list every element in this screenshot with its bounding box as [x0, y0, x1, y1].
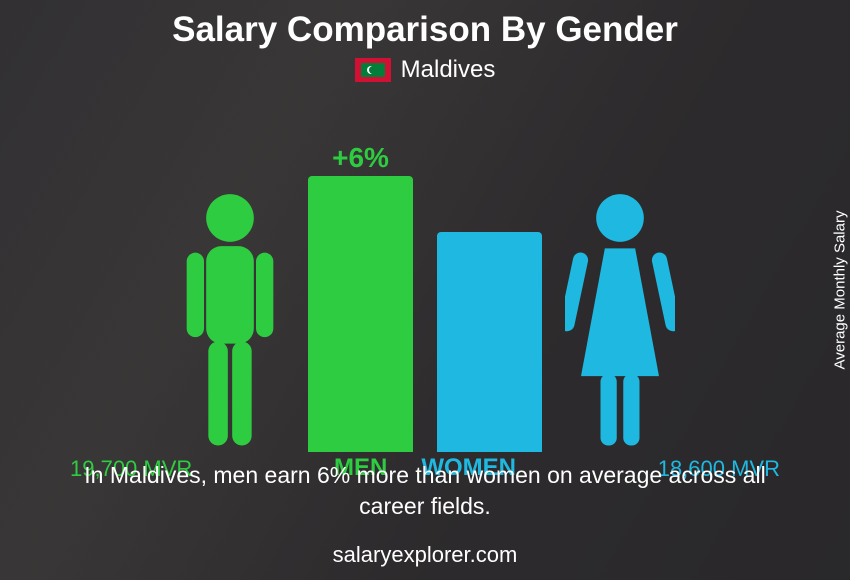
men-bar: +6% [308, 176, 413, 452]
female-figure-icon [565, 192, 675, 452]
delta-label: +6% [332, 142, 389, 174]
description-text: In Maldives, men earn 6% more than women… [55, 460, 795, 522]
subtitle-row: Maldives [0, 56, 850, 84]
male-figure-icon [175, 192, 285, 452]
source-attribution: salaryexplorer.com [333, 542, 518, 568]
women-bar [437, 232, 542, 452]
bar-group: +6% [308, 176, 542, 452]
y-axis-label: Average Monthly Salary [832, 290, 849, 449]
chart-title: Salary Comparison By Gender [0, 0, 850, 50]
maldives-flag-icon [355, 58, 391, 82]
chart-area: +6% 19,700 MVR 18,600 MVR MEN WOMEN [0, 92, 850, 452]
country-label: Maldives [401, 56, 496, 84]
